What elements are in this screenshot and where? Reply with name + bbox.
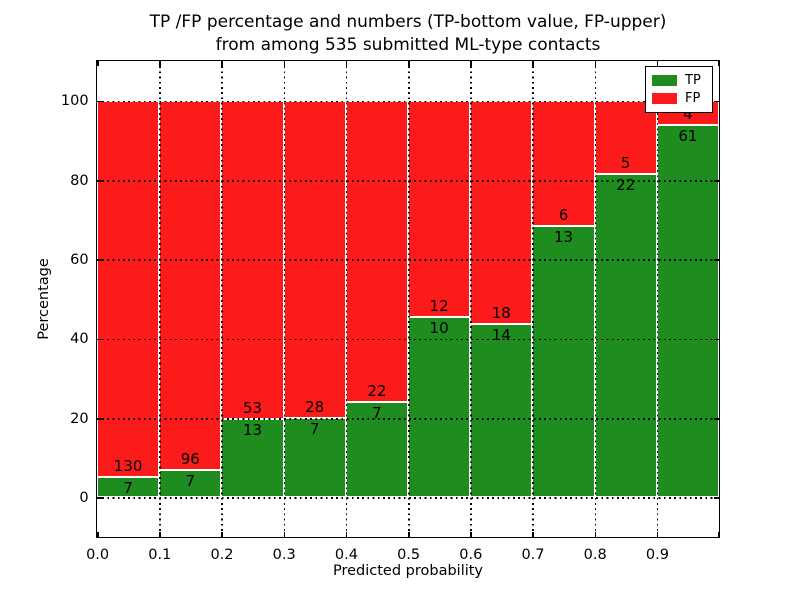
chart-title-line1: TP /FP percentage and numbers (TP-bottom… [149, 12, 667, 32]
x-tick-mark [717, 61, 719, 66]
x-tick-label: 0.4 [334, 546, 358, 563]
bar-fp-segment [345, 100, 408, 402]
bar-fp-segment [159, 100, 222, 471]
legend-label-fp: FP [685, 91, 701, 106]
x-tick-mark [97, 61, 99, 66]
tp-count-label: 14 [491, 325, 511, 344]
bar-fp-segment [532, 100, 595, 226]
tp-count-label: 22 [616, 176, 636, 195]
x-tick-label: 0.2 [210, 546, 234, 563]
legend: TP FP [645, 66, 713, 113]
x-tick-label: 0.1 [148, 546, 172, 563]
x-tick-label: 0.6 [459, 546, 483, 563]
bar-tp-segment [159, 470, 222, 498]
bar-tp-segment [532, 225, 595, 498]
count-labels-layer: 130 7 96 7 53 13 28 7 22 7 12 10 18 14 6 13 5 22 4 61 [97, 61, 719, 537]
bar-tp-segment [408, 317, 471, 498]
tp-count-label: 7 [372, 403, 382, 422]
fp-count-label: 18 [491, 303, 511, 322]
bar-tp-segment [656, 125, 719, 498]
fp-count-label: 28 [305, 398, 325, 416]
legend-label-tp: TP [685, 73, 701, 88]
fp-count-label: 22 [367, 381, 387, 400]
bar-tp-segment [97, 477, 160, 498]
y-tick-label: 60 [70, 251, 89, 268]
legend-entry-fp: FP [652, 92, 706, 105]
fp-count-label: 130 [113, 457, 143, 476]
fp-swatch-icon [652, 93, 677, 104]
x-tick-label: 0.9 [645, 546, 669, 563]
tp-count-label: 7 [185, 472, 196, 491]
y-tick-label: 100 [60, 93, 89, 110]
plot-area: 130 7 96 7 53 13 28 7 22 7 12 10 18 14 6 13 5 22 4 61 [96, 60, 720, 538]
fp-count-label: 6 [558, 205, 569, 224]
tp-count-label: 7 [309, 420, 320, 438]
bar-tp-segment [470, 323, 533, 498]
legend-entry-tp: TP [652, 74, 706, 87]
x-tick-label: 0.0 [86, 546, 110, 563]
tp-count-label: 7 [123, 479, 133, 498]
bar-fp-segment [283, 100, 346, 418]
y-axis-label: Percentage [36, 258, 52, 340]
chart-title-line2: from among 535 submitted ML-type contact… [215, 35, 601, 55]
x-tick-mark [97, 532, 99, 537]
x-tick-label: 0.5 [397, 546, 421, 563]
tp-count-label: 13 [242, 421, 263, 440]
fp-count-label: 5 [620, 154, 631, 173]
tp-count-label: 13 [553, 227, 574, 246]
y-tick-label: 0 [79, 489, 89, 506]
bar-tp-segment [345, 401, 408, 498]
y-tick-label: 80 [70, 172, 89, 189]
x-axis-label: Predicted probability [332, 563, 484, 579]
tp-count-label: 10 [429, 319, 449, 338]
x-tick-label: 0.3 [272, 546, 296, 563]
fp-count-label: 53 [242, 399, 263, 418]
fp-count-label: 96 [180, 450, 200, 469]
bar-fp-segment [97, 100, 160, 478]
fp-count-label: 4 [683, 105, 693, 124]
x-tick-label: 0.7 [521, 546, 545, 563]
x-tick-mark [717, 532, 719, 537]
y-tick-label: 40 [70, 331, 89, 348]
x-tick-label: 0.8 [583, 546, 607, 563]
y-tick-label: 20 [70, 410, 89, 427]
tp-swatch-icon [652, 75, 677, 86]
tp-count-label: 61 [678, 127, 698, 146]
fp-count-label: 12 [429, 297, 449, 316]
